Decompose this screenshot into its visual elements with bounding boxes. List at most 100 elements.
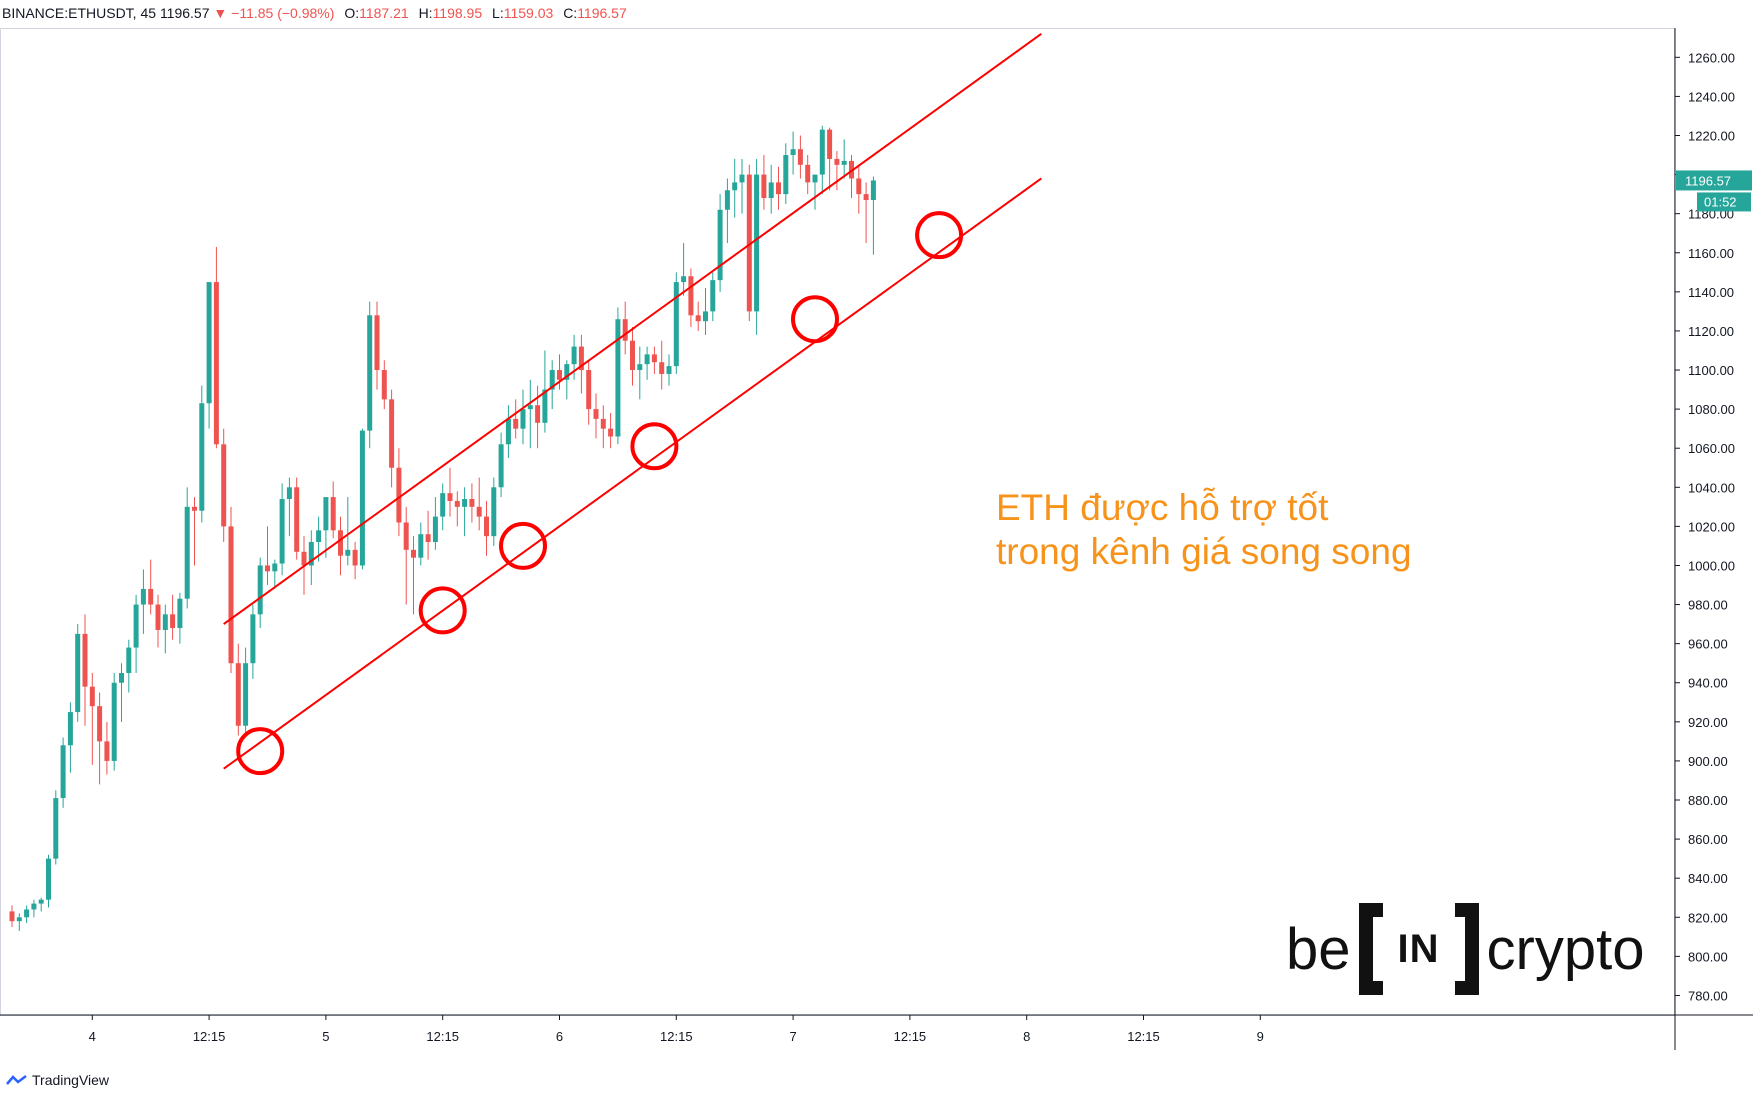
x-tick-label: 12:15	[426, 1029, 459, 1044]
candle-body	[184, 506, 190, 599]
candle-body	[571, 346, 577, 365]
candle-body	[600, 418, 606, 429]
candle-body	[272, 563, 278, 572]
y-tick-label: 800.00	[1688, 949, 1728, 964]
countdown-tag	[1697, 192, 1751, 212]
candle-body	[345, 549, 351, 556]
y-tick-label: 1040.00	[1688, 480, 1735, 495]
high-label: H:	[418, 5, 433, 21]
candle-body	[630, 340, 635, 371]
candle-body	[761, 174, 767, 199]
candle-body	[717, 209, 723, 281]
candle-body	[659, 362, 665, 374]
candle-body	[192, 506, 197, 511]
symbol-label: BINANCE:ETHUSDT, 45	[2, 5, 157, 21]
candle-body	[67, 712, 73, 746]
low-label: L:	[492, 5, 504, 21]
candle-body	[155, 604, 161, 630]
candle-body	[768, 182, 774, 199]
support-touch-circle	[630, 422, 679, 471]
candle-body	[513, 418, 519, 429]
candle-body	[126, 647, 132, 673]
candle-body	[681, 276, 687, 283]
candle-body	[97, 706, 103, 742]
candle-body	[323, 497, 329, 531]
candle-body	[396, 467, 402, 523]
low-value: 1159.03	[503, 5, 554, 21]
tradingview-footer[interactable]: TradingView	[6, 1072, 109, 1088]
chart-header: BINANCE:ETHUSDT, 45 1196.57 ▼ −11.85 (−0…	[0, 0, 627, 28]
candle-body	[265, 565, 270, 572]
change-arrow-icon: ▼	[213, 5, 228, 21]
chart-annotation: ETH được hỗ trợ tốt trong kênh giá song …	[996, 486, 1412, 574]
candle-body	[841, 160, 847, 165]
annotation-line-2: trong kênh giá song song	[996, 531, 1412, 572]
candle-body	[294, 487, 300, 552]
candle-body	[104, 741, 110, 761]
candle-body	[454, 500, 460, 507]
y-tick-label: 1260.00	[1688, 50, 1735, 65]
beincrypto-logo: be IN crypto	[1286, 903, 1644, 995]
candle-body	[16, 917, 22, 922]
close-value: 1196.57	[577, 5, 627, 21]
candle-body	[60, 745, 66, 799]
y-tick-label: 980.00	[1688, 598, 1728, 613]
candle-body	[24, 909, 30, 918]
candle-body	[425, 534, 431, 543]
channel-line-upper	[223, 33, 1042, 625]
candle-body	[527, 405, 533, 410]
candle-body	[148, 588, 154, 605]
candle-body	[367, 315, 373, 431]
support-touch-circle	[499, 521, 547, 570]
x-tick-label: 5	[322, 1029, 329, 1044]
candle-body	[316, 530, 322, 543]
candle-body	[411, 549, 416, 558]
x-tick-label: 12:15	[894, 1029, 927, 1044]
tradingview-icon	[6, 1075, 27, 1085]
candle-body	[199, 403, 205, 511]
y-tick-label: 780.00	[1688, 988, 1728, 1003]
candle-body	[235, 663, 241, 726]
y-tick-label: 1060.00	[1688, 441, 1735, 456]
candle-body	[38, 899, 44, 904]
candle-body	[542, 389, 548, 423]
candle-body	[790, 149, 796, 156]
y-tick-label: 900.00	[1688, 754, 1728, 769]
y-tick-label: 840.00	[1688, 871, 1728, 886]
x-tick-label: 12:15	[1127, 1029, 1160, 1044]
logo-bracket: IN	[1358, 903, 1479, 995]
y-tick-label: 940.00	[1688, 676, 1728, 691]
candle-body	[432, 516, 438, 543]
candle-body	[31, 903, 37, 910]
candle-body	[622, 319, 628, 341]
candle-body	[469, 499, 475, 507]
candle-body	[177, 598, 183, 629]
candle-body	[75, 633, 81, 713]
candle-body	[257, 565, 263, 615]
x-tick-label: 8	[1023, 1029, 1030, 1044]
candle-body	[228, 526, 234, 664]
candle-body	[834, 158, 840, 165]
last-price-tag-label: 1196.57	[1685, 173, 1731, 188]
candle-body	[520, 409, 526, 429]
candle-body	[695, 315, 701, 322]
candle-body	[221, 444, 227, 527]
candle-body	[111, 682, 117, 761]
candle-body	[819, 129, 825, 175]
channel-line-lower	[223, 177, 1042, 770]
x-tick-label: 12:15	[660, 1029, 693, 1044]
candle-body	[673, 282, 679, 367]
open-value: 1187.21	[359, 5, 409, 21]
candle-body	[440, 493, 446, 517]
candle-body	[535, 405, 541, 423]
y-tick-label: 880.00	[1688, 793, 1728, 808]
y-tick-label: 1160.00	[1688, 246, 1734, 261]
x-tick-label: 7	[789, 1029, 796, 1044]
candle-body	[615, 319, 621, 437]
open-label: O:	[344, 5, 360, 21]
candle-body	[827, 129, 833, 159]
candle-body	[46, 858, 51, 900]
support-touch-circle	[418, 586, 467, 635]
candle-body	[724, 190, 730, 210]
